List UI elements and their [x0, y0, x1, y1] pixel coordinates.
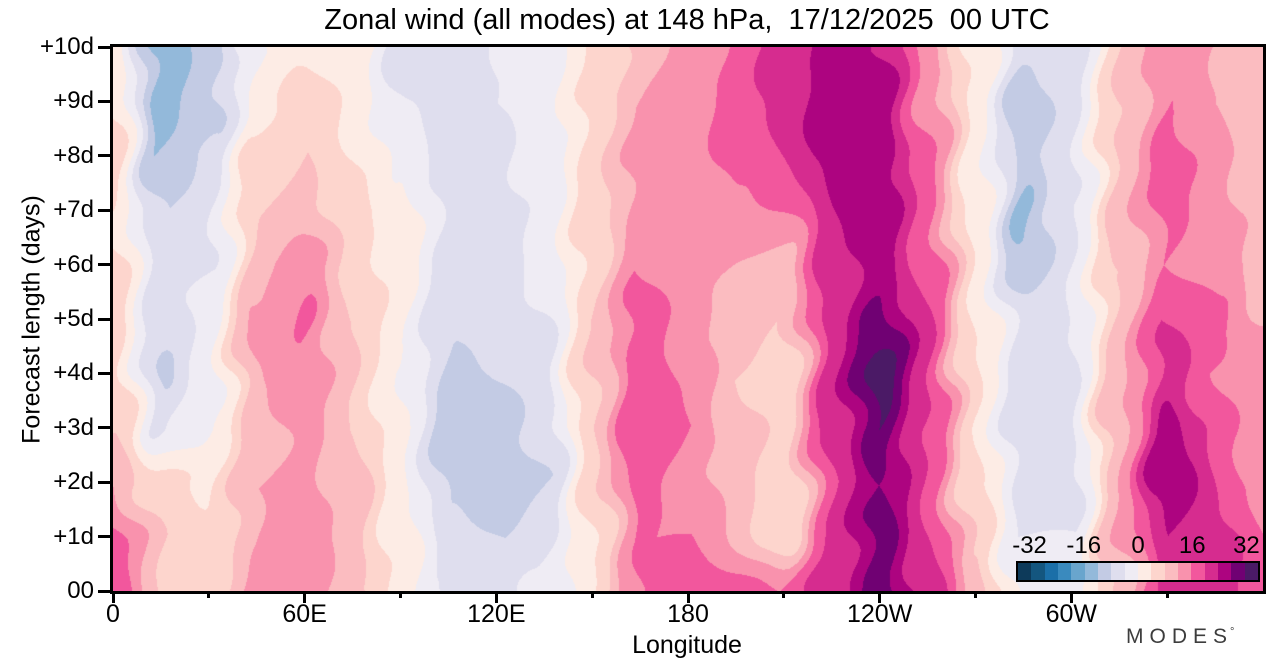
colorbar-segment — [1231, 563, 1245, 580]
colorbar-segment — [1137, 563, 1152, 580]
x-tick-mark — [111, 591, 115, 603]
y-tick-label: +9d — [53, 87, 94, 115]
y-tick-label: +10d — [39, 33, 94, 60]
y-tick-label: +5d — [53, 305, 94, 332]
plot-frame — [110, 44, 1266, 594]
contour-field-canvas — [113, 47, 1263, 591]
x-minor-tick-mark — [590, 591, 594, 598]
x-minor-tick-mark — [1165, 591, 1169, 598]
colorbar-segment — [1018, 563, 1032, 580]
colorbar-tick-label: 32 — [1233, 532, 1260, 559]
colorbar-segment — [1151, 563, 1165, 580]
colorbar-segment — [1217, 563, 1232, 580]
y-tick-label: +8d — [53, 141, 94, 169]
colorbar-segment — [1177, 563, 1192, 580]
x-tick-label: 120W — [847, 600, 913, 628]
x-tick-label: 0 — [106, 600, 120, 628]
x-minor-tick-mark — [207, 591, 211, 598]
colorbar-segment — [1244, 563, 1258, 580]
y-tick-mark — [98, 208, 112, 212]
modes-logo: MODES° — [1126, 625, 1234, 649]
y-tick-label: 00 — [67, 577, 94, 604]
y-tick-mark — [98, 263, 112, 267]
colorbar-segment — [1097, 563, 1112, 580]
y-tick-label: +4d — [53, 359, 94, 387]
y-tick-label: +6d — [53, 250, 94, 278]
modes-logo-mark: ° — [1230, 626, 1235, 638]
colorbar-segment — [1164, 563, 1178, 580]
colorbar-tick-label: -32 — [1012, 532, 1047, 559]
x-tick-mark — [878, 591, 882, 603]
y-tick-mark — [98, 480, 112, 484]
y-tick-label: +3d — [53, 413, 94, 441]
y-tick-mark — [98, 589, 112, 593]
x-tick-label: 120E — [467, 600, 526, 628]
x-minor-tick-mark — [782, 591, 786, 598]
x-axis-title: Longitude — [632, 631, 742, 659]
y-tick-mark — [98, 371, 112, 375]
y-tick-label: +1d — [53, 522, 94, 550]
y-tick-mark — [98, 154, 112, 158]
chart-title: Zonal wind (all modes) at 148 hPa, 17/12… — [324, 4, 1050, 36]
colorbar-segment — [1191, 563, 1205, 580]
y-tick-mark — [98, 99, 112, 103]
colorbar-tick-label: 0 — [1131, 532, 1145, 559]
x-tick-mark — [494, 591, 498, 603]
colorbar-segment — [1031, 563, 1045, 580]
colorbar-segment — [1084, 563, 1098, 580]
colorbar — [1016, 561, 1260, 582]
colorbar-tick-label: 16 — [1178, 532, 1206, 559]
colorbar-segment — [1044, 563, 1058, 580]
colorbar-tick-label: -16 — [1066, 532, 1102, 559]
colorbar-segment — [1071, 563, 1085, 580]
x-tick-label: 60W — [1045, 600, 1098, 628]
colorbar-segment — [1204, 563, 1218, 580]
colorbar-segment — [1124, 563, 1138, 580]
x-tick-label: 60E — [282, 600, 327, 628]
x-tick-mark — [686, 591, 690, 603]
y-tick-label: +7d — [53, 196, 94, 224]
x-tick-label: 180 — [667, 600, 709, 628]
modes-logo-text: MODES — [1126, 625, 1234, 648]
colorbar-segment — [1111, 563, 1125, 580]
y-tick-mark — [98, 45, 112, 49]
colorbar-segment — [1057, 563, 1072, 580]
x-tick-mark — [303, 591, 307, 603]
y-tick-mark — [98, 426, 112, 430]
y-tick-label: +2d — [53, 468, 94, 496]
x-minor-tick-mark — [399, 591, 402, 598]
y-tick-mark — [98, 317, 112, 321]
x-tick-mark — [1069, 591, 1073, 603]
x-minor-tick-mark — [974, 591, 977, 598]
y-tick-mark — [98, 535, 112, 539]
